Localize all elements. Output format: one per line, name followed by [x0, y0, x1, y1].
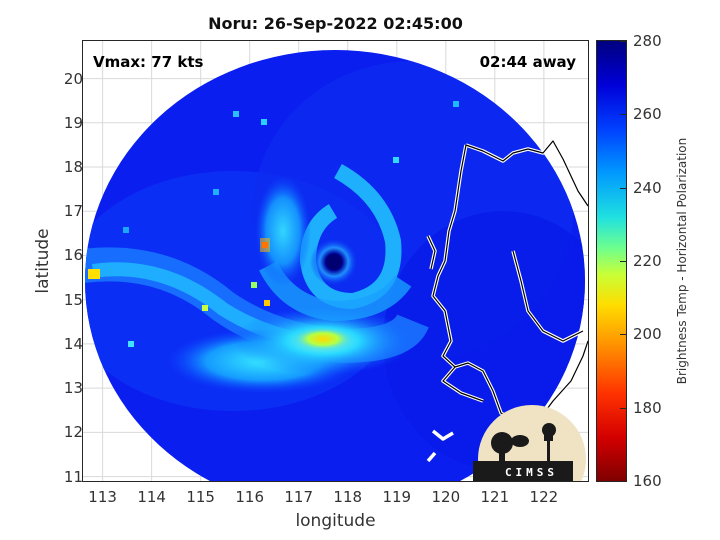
- x-tick-label: 122: [529, 488, 559, 506]
- map-plot-area[interactable]: Vmax: 77 kts 02:44 away CIMSS: [82, 40, 589, 482]
- colorbar-tick-label: 280: [633, 32, 662, 50]
- colorbar-tick-mark: [620, 187, 626, 189]
- colorbar-tick-mark: [620, 41, 626, 42]
- colorbar-tick-label: 180: [633, 398, 662, 417]
- colorbar-tick-label: 160: [633, 472, 662, 490]
- y-tick-label: 12: [63, 423, 83, 442]
- x-tick-label: 120: [431, 488, 461, 506]
- coastline-inner: [427, 140, 588, 427]
- y-tick-label: 16: [63, 246, 83, 265]
- y-tick-label: 14: [63, 334, 83, 353]
- colorbar-tick-mark: [620, 261, 626, 262]
- colorbar-tick-mark: [620, 334, 626, 336]
- x-tick-label: 117: [284, 488, 314, 506]
- x-axis-label: longitude: [295, 511, 376, 531]
- brightness-temperature-swath: [85, 50, 585, 481]
- vmax-label: Vmax: 77 kts: [93, 53, 204, 71]
- x-tick-label: 116: [235, 488, 264, 506]
- colorbar-tick-mark: [620, 481, 626, 482]
- y-tick-label: 11: [63, 467, 83, 486]
- x-tick-label: 113: [88, 488, 117, 506]
- y-tick-label: 13: [63, 379, 83, 398]
- x-tick-label: 115: [186, 488, 215, 506]
- x-tick-label: 114: [137, 488, 166, 506]
- y-tick-label: 17: [63, 202, 83, 221]
- colorbar-tick-mark: [620, 407, 626, 409]
- x-tick-label: 119: [382, 488, 412, 506]
- x-tick-label: 118: [333, 488, 363, 506]
- colorbar-label: Brightness Temp - Horizontal Polarizatio…: [675, 137, 689, 385]
- y-tick-label: 18: [63, 158, 83, 177]
- colorbar-tick-label: 200: [633, 325, 662, 344]
- y-axis-label: latitude: [33, 228, 53, 294]
- time-away-label: 02:44 away: [479, 53, 576, 71]
- microwave-swath-image: [83, 41, 588, 481]
- colorbar-tick-label: 220: [633, 252, 662, 270]
- y-tick-label: 20: [63, 69, 83, 88]
- logo-text: CIMSS: [504, 466, 559, 479]
- map-title: Noru: 26-Sep-2022 02:45:00: [208, 14, 463, 33]
- y-tick-label: 19: [63, 113, 83, 132]
- colorbar-tick-mark: [620, 114, 626, 116]
- y-tick-label: 15: [63, 290, 83, 309]
- colorbar-tick-label: 240: [633, 178, 662, 197]
- colorbar-tick-label: 260: [633, 105, 662, 124]
- x-tick-label: 121: [480, 488, 510, 506]
- cimss-logo: [473, 405, 586, 481]
